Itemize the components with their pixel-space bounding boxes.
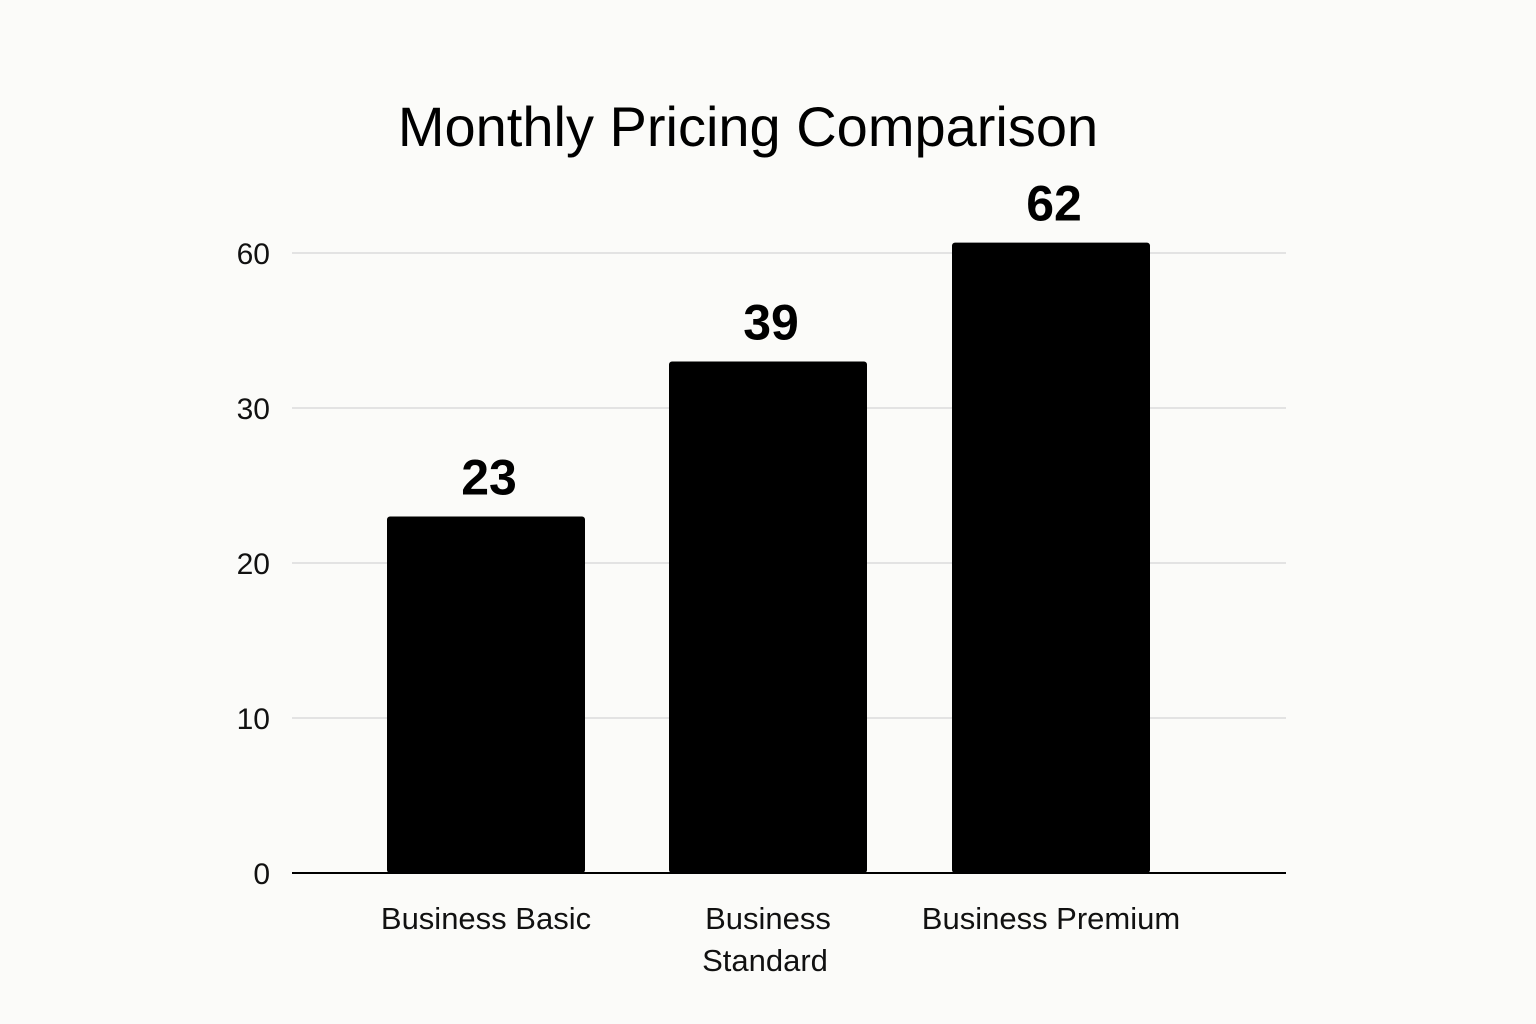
y-axis-ticks: 0 10 20 30 60 bbox=[237, 238, 270, 891]
x-tick-label: Business Premium bbox=[922, 901, 1180, 936]
data-labels: 23 39 62 bbox=[461, 176, 1082, 506]
bar bbox=[952, 242, 1150, 873]
y-tick-label: 20 bbox=[237, 548, 270, 581]
y-tick-label: 60 bbox=[237, 238, 270, 271]
chart-title: Monthly Pricing Comparison bbox=[398, 95, 1098, 158]
y-tick-label: 30 bbox=[237, 393, 270, 426]
x-tick-label: Business Basic bbox=[381, 901, 591, 936]
x-axis-labels: Business Basic Business Standard Business P… bbox=[381, 901, 1180, 978]
y-tick-label: 0 bbox=[253, 858, 270, 891]
y-tick-label: 10 bbox=[237, 703, 270, 736]
data-label: 23 bbox=[461, 450, 517, 506]
data-label: 39 bbox=[743, 295, 799, 351]
bar bbox=[387, 516, 585, 873]
bar bbox=[669, 361, 867, 873]
bars bbox=[387, 242, 1150, 873]
data-label: 62 bbox=[1026, 176, 1082, 232]
x-tick-label: Business Standard bbox=[702, 901, 831, 978]
